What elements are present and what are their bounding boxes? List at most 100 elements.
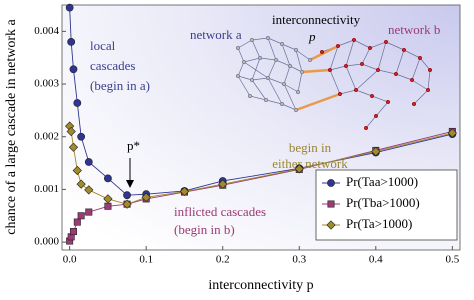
- inset-label: interconnectivity: [272, 12, 361, 27]
- network-b-node: [343, 63, 349, 69]
- network-edge: [369, 41, 387, 49]
- network-edge: [361, 47, 371, 65]
- marker: [77, 212, 85, 220]
- network-edge: [275, 59, 291, 67]
- network-edge: [237, 47, 245, 63]
- y-tick-label: 0.001: [34, 183, 59, 195]
- marker: [84, 158, 93, 166]
- network-b-node: [393, 71, 399, 77]
- network-a-node: [257, 55, 263, 61]
- network-edge: [395, 73, 413, 81]
- marker: [218, 179, 228, 189]
- network-edge: [267, 77, 283, 105]
- network-edge: [337, 39, 355, 47]
- annotation: cascades: [90, 58, 135, 73]
- marker: [447, 128, 457, 138]
- network-b-node: [367, 45, 373, 51]
- annotation: either network: [272, 156, 348, 171]
- network-edge: [411, 57, 421, 81]
- network-b-node: [427, 67, 433, 73]
- y-tick-label: 0.003: [34, 78, 59, 90]
- x-tick-label: 0.4: [369, 254, 383, 266]
- network-edge: [411, 79, 429, 91]
- network-b-node: [385, 99, 391, 105]
- network-a-node: [241, 59, 247, 65]
- network-edge: [355, 89, 373, 97]
- network-edge: [345, 65, 357, 91]
- marker: [69, 65, 78, 74]
- marker: [327, 200, 335, 208]
- network-edge: [251, 37, 269, 41]
- network-edge: [345, 39, 355, 67]
- network-a-node: [287, 63, 293, 69]
- x-tick-label: 0.1: [139, 254, 153, 266]
- marker: [68, 142, 79, 152]
- network-edge: [267, 59, 277, 79]
- marker: [327, 179, 335, 187]
- y-tick-label: 0.002: [34, 130, 59, 142]
- marker: [66, 126, 76, 137]
- network-edge: [251, 77, 269, 81]
- marker: [326, 220, 336, 230]
- marker: [122, 199, 132, 209]
- network-edge: [403, 49, 421, 59]
- network-edge: [251, 57, 261, 81]
- network-edge: [345, 63, 363, 67]
- interconnection-edge: [295, 92, 341, 112]
- interconnection-edge: [309, 44, 339, 62]
- series-line: [69, 7, 453, 196]
- inset-label: network a: [190, 27, 242, 42]
- network-edge: [297, 71, 303, 93]
- marker: [73, 218, 81, 226]
- marker: [123, 191, 131, 200]
- network-a-node: [279, 41, 285, 47]
- network-edge: [295, 49, 311, 61]
- network-a-node: [299, 69, 305, 75]
- network-edge: [377, 41, 387, 71]
- annotation: (begin in b): [174, 222, 235, 237]
- network-edge: [237, 75, 253, 81]
- plot-frame: [61, 4, 461, 251]
- network-edge: [339, 89, 357, 95]
- marker: [103, 194, 113, 204]
- marker: [67, 37, 76, 46]
- network-a-node: [249, 77, 255, 83]
- network-a-node: [235, 73, 241, 79]
- network-edge: [267, 77, 285, 85]
- network-edge: [283, 65, 291, 85]
- annotation: (begin in a): [90, 78, 150, 93]
- network-b-node: [383, 39, 389, 45]
- network-b-node: [363, 125, 369, 131]
- network-edge: [283, 83, 297, 111]
- network-a-node: [279, 101, 285, 107]
- network-edge: [281, 43, 297, 51]
- network-edge: [251, 79, 267, 101]
- legend-label: Pr(Tba>1000): [346, 195, 420, 210]
- network-edge: [237, 39, 253, 49]
- legend-box: [315, 169, 458, 241]
- legend-label: Pr(Taa>1000): [346, 174, 418, 189]
- network-edge: [329, 45, 339, 71]
- network-edge: [365, 115, 377, 129]
- network-edge: [395, 49, 405, 75]
- network-edge: [267, 37, 283, 45]
- interconnection-edge: [301, 68, 331, 74]
- network-edge: [371, 95, 389, 103]
- network-a-node: [265, 35, 271, 41]
- network-a-node: [247, 93, 253, 99]
- network-edge: [329, 65, 347, 71]
- network-a-node: [293, 47, 299, 53]
- network-a-node: [265, 75, 271, 81]
- network-edge: [283, 83, 299, 93]
- network-b-node: [375, 67, 381, 73]
- y-tick-label: 0.004: [34, 25, 59, 37]
- marker: [104, 202, 112, 210]
- network-a-node: [293, 107, 299, 113]
- marker: [69, 228, 77, 236]
- y-axis-label: chance of a large cascade in network a: [4, 18, 19, 234]
- network-edge: [259, 57, 277, 61]
- network-edge: [267, 37, 277, 61]
- network-edge: [281, 103, 297, 111]
- x-tick-label: 0.5: [445, 254, 459, 266]
